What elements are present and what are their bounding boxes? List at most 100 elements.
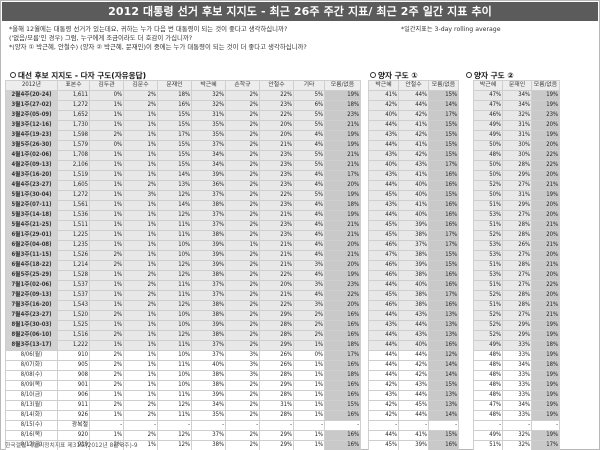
table-row: 44% 44% 12% (368, 350, 459, 361)
table-cell: 3% (225, 360, 260, 371)
table-row: 47% 34% 19% (473, 400, 560, 411)
table-cell: 22% (259, 90, 294, 101)
table-cell: 40% (398, 340, 429, 351)
table-cell: 21% (531, 180, 560, 191)
table-cell: 1% (123, 350, 158, 361)
table-cell: 20% (531, 210, 560, 221)
table-cell: 1% (123, 330, 158, 341)
table-cell: 37% (191, 340, 226, 351)
table-cell: 1% (89, 200, 124, 211)
table-cell: 1% (89, 210, 124, 221)
table-cell: 920 (57, 430, 90, 441)
row-label-cell: 7월2주(09-13) (5, 290, 58, 301)
table-cell: 17% (428, 240, 459, 251)
table-cell: 44% (398, 100, 429, 111)
table-cell: 45% (368, 190, 399, 201)
table-cell: 2% (225, 330, 260, 341)
table-cell: 38% (191, 300, 226, 311)
table-cell: 18% (324, 100, 361, 111)
table-cell: 1% (123, 150, 158, 161)
table-cell: 37% (191, 220, 226, 231)
table-cell: 1% (123, 210, 158, 221)
table-cell: 11% (157, 230, 192, 241)
table-cell: 1% (89, 220, 124, 231)
table-cell: 2% (225, 270, 260, 281)
table-cell: 1,272 (57, 190, 90, 201)
table-cell: 22% (259, 270, 294, 281)
table-cell: 33% (502, 370, 532, 381)
table-cell: 1% (123, 240, 158, 251)
table-cell: 21% (531, 240, 560, 251)
table-cell: 1% (123, 360, 158, 371)
table-cell: 43% (368, 130, 399, 141)
table-cell: 14% (428, 410, 459, 421)
table-row: 42% 43% 15% (368, 380, 459, 391)
table-cell: 11% (157, 340, 192, 351)
table-cell: 23% (259, 160, 294, 171)
row-label-cell: 8/13(월) (5, 400, 58, 411)
table-cell: 28% (259, 390, 294, 401)
table-cell: 38% (191, 370, 226, 381)
table-cell: 43% (398, 380, 429, 391)
table-cell: 26% (502, 240, 532, 251)
table-cell: 44% (368, 430, 399, 441)
table-cell: 20% (324, 260, 361, 271)
table-cell: 39% (398, 440, 429, 450)
table-cell: 34% (502, 100, 532, 111)
table-cell: 10% (157, 380, 192, 391)
question-1-line-1: *올해 12월에는 대통령 선거가 있는데요, 귀하는 누가 다음 번 대통령이… (9, 25, 288, 33)
table-cell: 22% (531, 160, 560, 171)
table-row: 51% 28% 21% (473, 300, 560, 311)
table-cell: 1% (293, 400, 325, 411)
table-cell: 29% (502, 170, 532, 181)
table-cell: 10% (157, 350, 192, 361)
table-cell: 20% (531, 200, 560, 211)
table-cell: 43% (368, 170, 399, 181)
table-cell: 19% (531, 380, 560, 391)
table-cell: 32% (191, 100, 226, 111)
table-cell: 11% (157, 360, 192, 371)
table-cell: 16% (428, 270, 459, 281)
table-cell: 48% (473, 410, 503, 421)
table-cell: 16% (428, 340, 459, 351)
table-cell: 46% (368, 260, 399, 271)
table-row: 43% 42% 15% (368, 150, 459, 161)
table-cell: 2% (89, 130, 124, 141)
table-cell: 0% (89, 90, 124, 101)
table-cell: 29% (259, 310, 294, 321)
table-cell: 47% (473, 100, 503, 111)
table-cell: 39% (191, 250, 226, 261)
table-cell: 17% (428, 160, 459, 171)
row-label-cell: 6월4주(18-22) (5, 260, 58, 271)
row-label-cell: 8/09(목) (5, 380, 58, 391)
table-cell: 40% (398, 180, 429, 191)
column-header: 박근혜 (473, 80, 503, 91)
row-label-cell: 8/14(화) (5, 410, 58, 421)
table-cell: 19% (531, 190, 560, 201)
table-cell: 16% (428, 180, 459, 191)
table-cell: 16% (324, 360, 361, 371)
table-cell: 14% (428, 100, 459, 111)
table-cell: 2% (225, 220, 260, 231)
table-cell: 1% (123, 170, 158, 181)
table-cell: 15% (157, 160, 192, 171)
table-cell: 12% (157, 440, 192, 450)
column-header: 박근혜 (191, 80, 226, 91)
row-label-cell: 8/16(목) (5, 430, 58, 441)
table-cell: 4% (293, 170, 325, 181)
circle-bullet-icon (466, 72, 472, 78)
table-row: 40% 43% 17% (368, 160, 459, 171)
table-cell: 41% (398, 170, 429, 181)
table-row: 4월4주(23-27) 1,605 1% 2% 13% 36% 2% 23% 4% 20% (5, 180, 361, 191)
table-cell: 48% (473, 370, 503, 381)
table-cell: 3% (123, 190, 158, 201)
table-cell: 13% (428, 400, 459, 411)
table-cell: 2% (225, 120, 260, 131)
row-label-cell: 8/07(화) (5, 360, 58, 371)
table-cell: 21% (531, 260, 560, 271)
table-cell: 52% (473, 180, 503, 191)
table-cell: 40% (191, 360, 226, 371)
column-header: 표본수 (57, 80, 90, 91)
table-cell: 4% (293, 230, 325, 241)
table-cell: 4% (293, 200, 325, 211)
